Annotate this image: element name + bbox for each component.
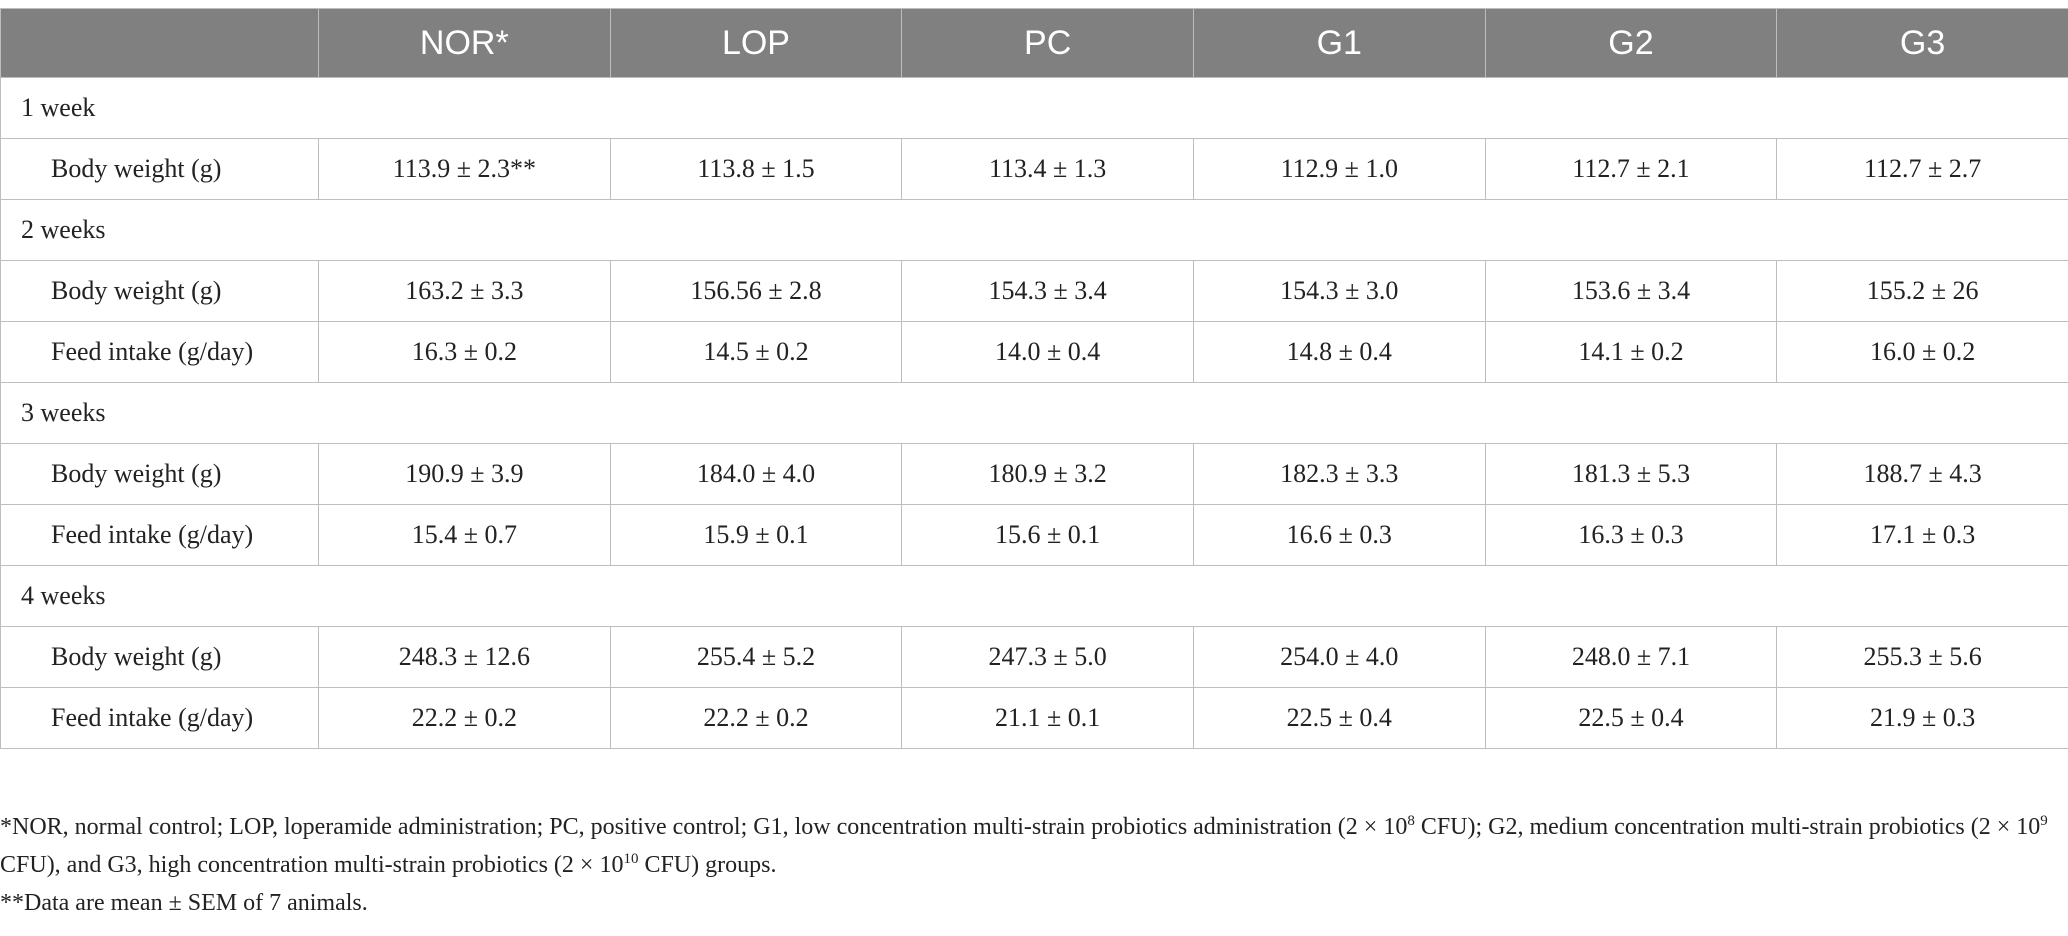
table-cell: 248.3 ± 12.6: [318, 626, 611, 688]
table-cell: 255.4 ± 5.2: [609, 626, 903, 688]
header-cell-blank: [0, 8, 319, 78]
row-label: Feed intake (g/day): [0, 687, 319, 749]
footnote-text: *NOR, normal control; LOP, loperamide ad…: [0, 814, 1408, 840]
header-cell-g1: G1: [1192, 8, 1486, 78]
footnote-abbreviations: *NOR, normal control; LOP, loperamide ad…: [0, 808, 2050, 884]
section-title: 1 week: [0, 77, 2068, 139]
section-title: 3 weeks: [0, 382, 2068, 444]
table-cell: 15.6 ± 0.1: [901, 504, 1194, 566]
table-cell: 181.3 ± 5.3: [1484, 443, 1778, 505]
footnote-text: CFU), and G3, high concentration multi-s…: [0, 852, 624, 878]
table-cell: 254.0 ± 4.0: [1192, 626, 1486, 688]
header-cell-g3: G3: [1776, 8, 2068, 78]
row-label: Body weight (g): [0, 260, 319, 322]
section-row-week-1: 1 week: [0, 77, 2068, 139]
table-cell: 247.3 ± 5.0: [901, 626, 1194, 688]
table-cell: 182.3 ± 3.3: [1192, 443, 1486, 505]
table-cell: 16.3 ± 0.3: [1484, 504, 1778, 566]
table-cell: 22.2 ± 0.2: [609, 687, 903, 749]
table-cell: 112.9 ± 1.0: [1192, 138, 1486, 200]
header-cell-pc: PC: [901, 8, 1194, 78]
footnote-text: CFU) groups.: [638, 852, 777, 878]
footnote-text: CFU); G2, medium concentration multi-str…: [1414, 814, 2041, 840]
row-label: Body weight (g): [0, 443, 319, 505]
table-cell: 17.1 ± 0.3: [1776, 504, 2068, 566]
table-cell: 16.6 ± 0.3: [1192, 504, 1486, 566]
table-cell: 184.0 ± 4.0: [609, 443, 903, 505]
table-cell: 190.9 ± 3.9: [318, 443, 611, 505]
results-table: NOR* LOP PC G1 G2 G3 1 week Body weight …: [0, 8, 2068, 749]
table-cell: 16.0 ± 0.2: [1776, 321, 2068, 383]
table-row: Body weight (g) 248.3 ± 12.6 255.4 ± 5.2…: [0, 626, 2068, 688]
table-cell: 113.8 ± 1.5: [609, 138, 903, 200]
section-title: 2 weeks: [0, 199, 2068, 261]
table-cell: 112.7 ± 2.7: [1776, 138, 2068, 200]
table-cell: 21.1 ± 0.1: [901, 687, 1194, 749]
table-cell: 14.1 ± 0.2: [1484, 321, 1778, 383]
table-cell: 16.3 ± 0.2: [318, 321, 611, 383]
footnote-exponent: 8: [1407, 813, 1415, 829]
table-cell: 188.7 ± 4.3: [1776, 443, 2068, 505]
table-row: Body weight (g) 190.9 ± 3.9 184.0 ± 4.0 …: [0, 443, 2068, 505]
table-cell: 112.7 ± 2.1: [1484, 138, 1778, 200]
table-cell: 21.9 ± 0.3: [1776, 687, 2068, 749]
footnotes: *NOR, normal control; LOP, loperamide ad…: [0, 808, 2050, 922]
table-cell: 113.4 ± 1.3: [901, 138, 1194, 200]
table-cell: 15.4 ± 0.7: [318, 504, 611, 566]
table-cell: 22.2 ± 0.2: [318, 687, 611, 749]
table-row: Body weight (g) 113.9 ± 2.3** 113.8 ± 1.…: [0, 138, 2068, 200]
table-cell: 163.2 ± 3.3: [318, 260, 611, 322]
footnote-exponent: 9: [2040, 813, 2048, 829]
table-cell: 22.5 ± 0.4: [1484, 687, 1778, 749]
table-cell: 248.0 ± 7.1: [1484, 626, 1778, 688]
header-row: NOR* LOP PC G1 G2 G3: [0, 8, 2068, 78]
table-cell: 14.5 ± 0.2: [609, 321, 903, 383]
table-cell: 153.6 ± 3.4: [1484, 260, 1778, 322]
row-label: Feed intake (g/day): [0, 321, 319, 383]
section-row-week-3: 3 weeks: [0, 382, 2068, 444]
header-cell-lop: LOP: [609, 8, 903, 78]
section-row-week-2: 2 weeks: [0, 199, 2068, 261]
footnote-exponent: 10: [623, 851, 639, 867]
table-cell: 180.9 ± 3.2: [901, 443, 1194, 505]
table-row: Body weight (g) 163.2 ± 3.3 156.56 ± 2.8…: [0, 260, 2068, 322]
table-row: Feed intake (g/day) 22.2 ± 0.2 22.2 ± 0.…: [0, 687, 2068, 749]
section-title: 4 weeks: [0, 565, 2068, 627]
table-cell: 255.3 ± 5.6: [1776, 626, 2068, 688]
header-cell-nor: NOR*: [318, 8, 611, 78]
table-cell: 22.5 ± 0.4: [1192, 687, 1486, 749]
table-cell: 14.0 ± 0.4: [901, 321, 1194, 383]
table-cell: 113.9 ± 2.3**: [318, 138, 611, 200]
table-cell: 156.56 ± 2.8: [609, 260, 903, 322]
row-label: Body weight (g): [0, 138, 319, 200]
header-cell-g2: G2: [1484, 8, 1778, 78]
row-label: Body weight (g): [0, 626, 319, 688]
table-row: Feed intake (g/day) 16.3 ± 0.2 14.5 ± 0.…: [0, 321, 2068, 383]
table-cell: 154.3 ± 3.0: [1192, 260, 1486, 322]
row-label: Feed intake (g/day): [0, 504, 319, 566]
section-row-week-4: 4 weeks: [0, 565, 2068, 627]
table-cell: 154.3 ± 3.4: [901, 260, 1194, 322]
table-cell: 14.8 ± 0.4: [1192, 321, 1486, 383]
table-cell: 155.2 ± 26: [1776, 260, 2068, 322]
footnote-data-note: **Data are mean ± SEM of 7 animals.: [0, 890, 368, 916]
table-container: NOR* LOP PC G1 G2 G3 1 week Body weight …: [0, 8, 2068, 749]
table-cell: 15.9 ± 0.1: [609, 504, 903, 566]
table-row: Feed intake (g/day) 15.4 ± 0.7 15.9 ± 0.…: [0, 504, 2068, 566]
